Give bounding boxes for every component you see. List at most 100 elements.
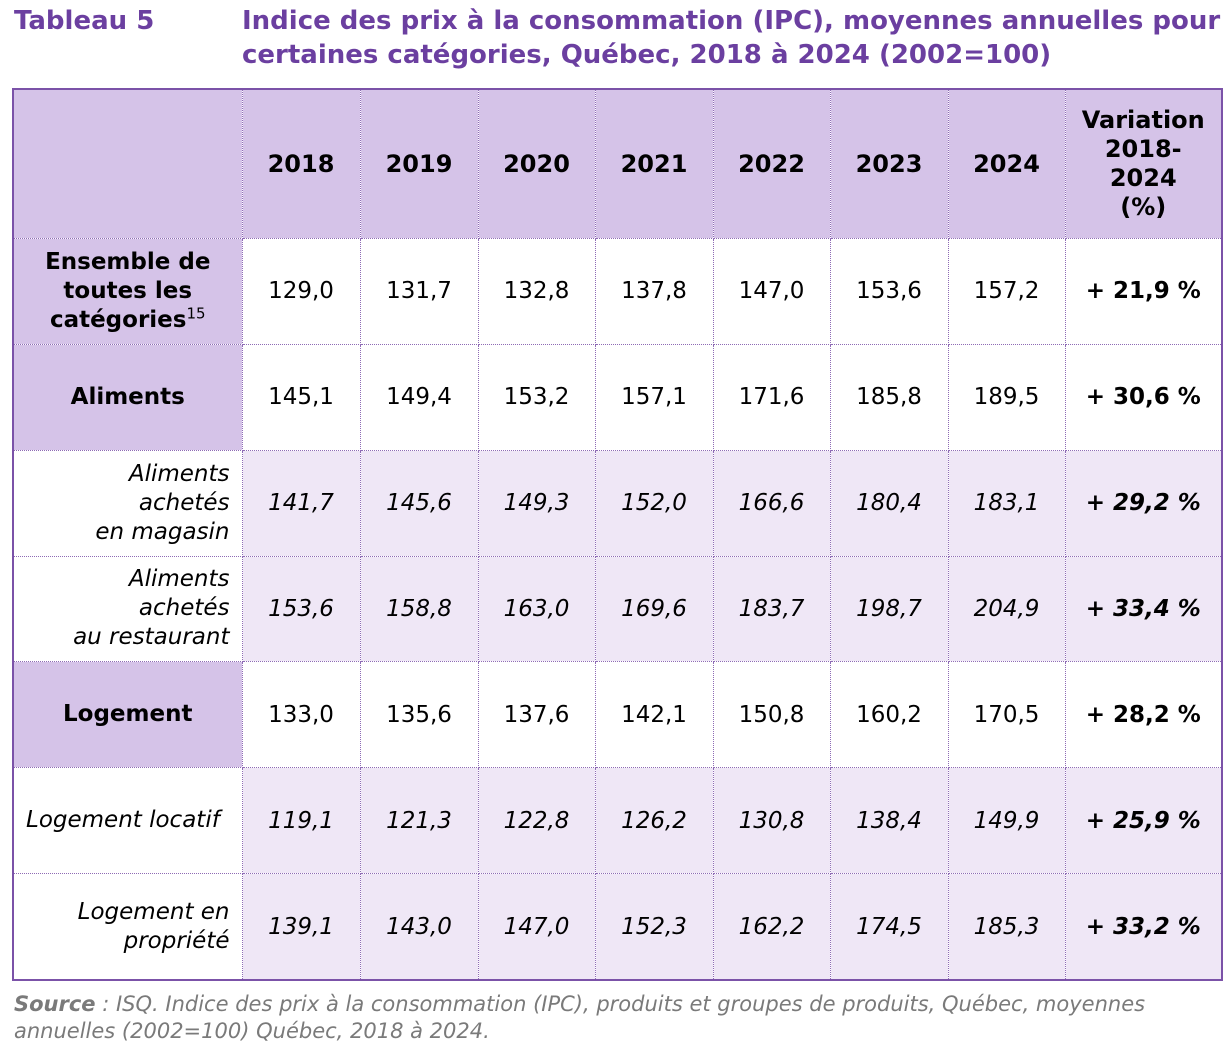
value-cell: 142,1 <box>594 661 714 769</box>
value-cell: 138,4 <box>829 767 949 875</box>
year-header-2023: 2023 <box>829 88 949 239</box>
variation-cell: + 30,6 % <box>1064 343 1223 451</box>
year-header-2019: 2019 <box>359 88 479 239</box>
value-cell: 174,5 <box>829 873 949 981</box>
row-label-logement-locatif: Logement locatif <box>12 767 243 875</box>
value-cell: 139,1 <box>241 873 361 981</box>
value-cell: 153,2 <box>477 343 596 451</box>
value-cell: 185,3 <box>947 873 1066 981</box>
row-label-line: Logement <box>63 701 193 728</box>
value-cell: 162,2 <box>712 873 831 981</box>
value-cell: 160,2 <box>829 661 949 769</box>
row-label-line: catégories <box>49 306 187 333</box>
row-label-line: toutes les <box>63 277 193 304</box>
table-row: Aliments 145,1 149,4 153,2 157,1 171,6 1… <box>12 343 1223 451</box>
value-cell: 169,6 <box>594 555 714 663</box>
row-label-ensemble: Ensemble de toutes les catégories15 <box>12 238 243 345</box>
table-row: Logement en propriété 139,1 143,0 147,0 … <box>12 873 1223 981</box>
value-cell: 147,0 <box>712 238 831 345</box>
value-cell: 126,2 <box>594 767 714 875</box>
row-label-line: Ensemble de <box>45 248 211 275</box>
value-cell: 183,1 <box>947 449 1066 557</box>
header-row: 2018 2019 2020 2021 2022 2023 2024 Varia… <box>12 88 1223 239</box>
value-cell: 171,6 <box>712 343 831 451</box>
row-label-line: achetés <box>138 489 230 516</box>
value-cell: 133,0 <box>241 661 361 769</box>
value-cell: 152,3 <box>594 873 714 981</box>
value-cell: 158,8 <box>359 555 479 663</box>
row-label-logement: Logement <box>12 661 243 769</box>
value-cell: 189,5 <box>947 343 1066 451</box>
value-cell: 185,8 <box>829 343 949 451</box>
year-header-2020: 2020 <box>477 88 596 239</box>
row-label-line: au restaurant <box>73 624 230 651</box>
variation-header-line: (%) <box>1120 193 1167 221</box>
value-cell: 129,0 <box>241 238 361 345</box>
source-label: Source <box>14 992 96 1016</box>
value-cell: 166,6 <box>712 449 831 557</box>
value-cell: 130,8 <box>712 767 831 875</box>
table-row: Logement 133,0 135,6 137,6 142,1 150,8 1… <box>12 661 1223 769</box>
value-cell: 153,6 <box>829 238 949 345</box>
year-header-2024: 2024 <box>947 88 1066 239</box>
row-label-line: achetés <box>138 595 230 622</box>
value-cell: 183,7 <box>712 555 831 663</box>
value-cell: 141,7 <box>241 449 361 557</box>
value-cell: 157,1 <box>594 343 714 451</box>
value-cell: 145,1 <box>241 343 361 451</box>
row-label-line: Aliments <box>128 460 230 487</box>
value-cell: 198,7 <box>829 555 949 663</box>
value-cell: 149,9 <box>947 767 1066 875</box>
value-cell: 204,9 <box>947 555 1066 663</box>
variation-header: Variation 2018- 2024 (%) <box>1064 88 1223 239</box>
cpi-table: 2018 2019 2020 2021 2022 2023 2024 Varia… <box>12 88 1223 981</box>
row-label-line: Aliments <box>128 566 230 593</box>
row-label-line: Aliments <box>70 383 185 410</box>
footnote-marker: 15 <box>186 304 206 323</box>
table-row: Logement locatif 119,1 121,3 122,8 126,2… <box>12 767 1223 875</box>
variation-cell: + 21,9 % <box>1064 238 1223 345</box>
value-cell: 137,6 <box>477 661 596 769</box>
value-cell: 180,4 <box>829 449 949 557</box>
source-text: : ISQ. Indice des prix à la consommation… <box>14 992 1146 1043</box>
variation-cell: + 25,9 % <box>1064 767 1223 875</box>
header-empty-cell <box>12 88 243 239</box>
value-cell: 119,1 <box>241 767 361 875</box>
value-cell: 153,6 <box>241 555 361 663</box>
variation-cell: + 29,2 % <box>1064 449 1223 557</box>
value-cell: 149,4 <box>359 343 479 451</box>
table-row: Ensemble de toutes les catégories15 129,… <box>12 238 1223 345</box>
variation-cell: + 28,2 % <box>1064 661 1223 769</box>
value-cell: 163,0 <box>477 555 596 663</box>
variation-cell: + 33,4 % <box>1064 555 1223 663</box>
row-label-aliments-restaurant: Aliments achetés au restaurant <box>12 555 243 663</box>
year-header-2022: 2022 <box>712 88 831 239</box>
variation-header-line: Variation <box>1081 106 1205 134</box>
row-label-logement-propriete: Logement en propriété <box>12 873 243 981</box>
value-cell: 170,5 <box>947 661 1066 769</box>
value-cell: 150,8 <box>712 661 831 769</box>
variation-cell: + 33,2 % <box>1064 873 1223 981</box>
row-label-line: en magasin <box>95 518 230 545</box>
value-cell: 157,2 <box>947 238 1066 345</box>
variation-header-line: 2018- <box>1104 135 1182 163</box>
row-label-aliments: Aliments <box>12 343 243 451</box>
value-cell: 137,8 <box>594 238 714 345</box>
table-number: Tableau 5 <box>14 6 155 36</box>
value-cell: 149,3 <box>477 449 596 557</box>
row-label-line: Logement en <box>77 898 230 925</box>
variation-header-line: 2024 <box>1109 164 1177 192</box>
table-row: Aliments achetés au restaurant 153,6 158… <box>12 555 1223 663</box>
value-cell: 143,0 <box>359 873 479 981</box>
row-label-line: propriété <box>123 927 230 954</box>
value-cell: 135,6 <box>359 661 479 769</box>
row-label-line: Logement locatif <box>26 807 220 834</box>
table-row: Aliments achetés en magasin 141,7 145,6 … <box>12 449 1223 557</box>
page-header: Tableau 5 Indice des prix à la consommat… <box>14 4 1224 82</box>
table-title: Indice des prix à la consommation (IPC),… <box>242 6 1221 70</box>
value-cell: 131,7 <box>359 238 479 345</box>
year-header-2021: 2021 <box>594 88 714 239</box>
row-label-aliments-magasin: Aliments achetés en magasin <box>12 449 243 557</box>
source-note: Source : ISQ. Indice des prix à la conso… <box>14 991 1224 1045</box>
year-header-2018: 2018 <box>241 88 361 239</box>
